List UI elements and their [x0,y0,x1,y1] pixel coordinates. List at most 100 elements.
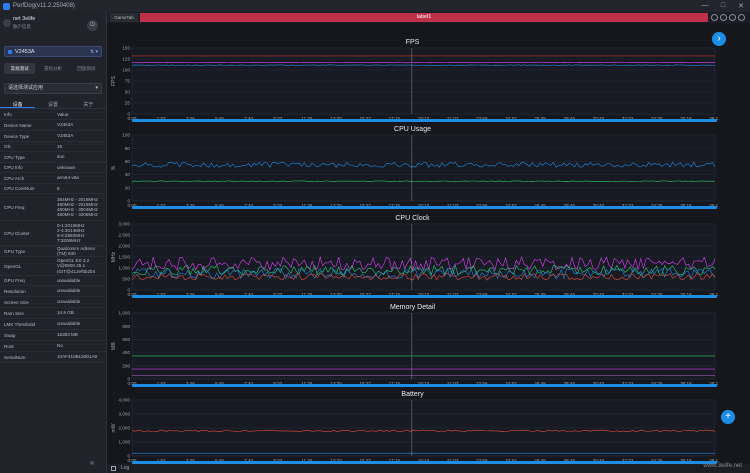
watermark: www.3elife.net [703,463,742,469]
tab-normal-test[interactable]: 常规测试 [4,63,36,74]
minimize-button[interactable]: — [701,2,709,9]
avatar[interactable] [3,19,11,27]
x-tick-label: 9:33 [273,381,282,386]
x-tick-label: 1:53 [157,381,166,386]
y-axis-label: mW [111,423,117,432]
info-value: 0-1:2016MHz 2-4:3014MHz 5-6:2880MHz 7:32… [57,222,85,244]
add-icon[interactable]: + [721,410,735,424]
tab-replay-test[interactable]: 回放测试 [77,66,96,71]
info-key: Device Name [4,122,32,128]
y-tick-label: 75 [125,79,131,84]
tab-about[interactable]: 关于 [83,102,94,108]
label-bar[interactable]: label1 [140,13,708,22]
chevron-down-icon: ▾ [95,85,98,91]
info-value: 15 [57,143,63,149]
x-tick-label: 0:00 [128,203,137,208]
info-value: 364MHz - 2016MHz 480MHz - 2016MHz 480MHz… [57,196,98,218]
x-tick-label: 26:45 [534,292,546,297]
timeline-scrollbar[interactable] [132,295,717,298]
power-icon[interactable]: ⏻ [87,20,98,31]
x-tick-label: 30:40 [593,203,605,208]
chart-svg[interactable]: 3,000 2,500 2,000 1,500 1,000 500 0 MHz 0:00 1:53… [110,215,718,299]
tab-adventure-analysis[interactable]: 冒险分析 [43,66,62,71]
x-tick-label: 1:53 [157,458,166,463]
log-bar[interactable]: Log [107,464,750,473]
chart-svg[interactable]: 150 125 100 75 50 25 0 FPS 0:00 1:53 3:46 5:45 7:40 9… [110,39,718,123]
log-checkbox[interactable] [111,466,116,471]
x-tick-label: 19:10 [418,381,430,386]
x-tick-label: 24:52 [505,203,517,208]
window-title: PerfDog(v11.2.250408) [13,3,75,9]
x-tick-label: 9:33 [273,203,282,208]
x-tick-label: 17:15 [389,203,401,208]
collapse-sidebar-icon[interactable]: « [90,458,95,467]
y-tick-label: 0 [127,112,130,117]
timeline-scrollbar[interactable] [132,461,717,464]
info-row: Device Type V2453A [0,131,106,142]
y-tick-label: 1,000 [119,440,131,445]
tab-game[interactable]: GameTab [110,13,138,22]
x-tick-label: 7:40 [244,381,253,386]
device-select[interactable]: V2453A ⇅ ▾ [4,46,102,57]
mode-tabs: 常规测试 冒险分析 回放测试 [4,63,102,74]
timeline-scrollbar[interactable] [132,206,717,209]
info-value: 14.9 GB [57,310,74,316]
chart-svg[interactable]: 1,000 800 600 400 200 0 MB 0:00 1:53 3:46 5:45 7:40… [110,304,718,388]
x-tick-label: 3:46 [186,116,195,121]
x-tick-label: 0:00 [128,458,137,463]
y-tick-label: 0 [127,199,130,204]
download-icon[interactable] [729,14,736,21]
cloud-icon[interactable] [738,14,745,21]
chart-svg[interactable]: 100 80 60 40 20 0% 0:00 1:53 3:46 5:45 7:40 9:33 11:… [110,126,718,210]
x-tick-label: 34:26 [651,203,663,208]
chart-title: Memory Detail [389,304,436,311]
x-tick-label: 34:26 [651,381,663,386]
y-tick-label: 40 [125,172,131,177]
x-tick-label: 26:45 [534,381,546,386]
x-tick-label: 32:33 [622,381,634,386]
y-tick-label: 80 [125,146,131,151]
x-tick-label: 32:33 [622,203,634,208]
info-row: CPU Cluster 0-1:2016MHz 2-4:3014MHz 5-6:2… [0,221,106,246]
x-tick-label: 38:16 [709,203,718,208]
chart-svg[interactable]: 4,000 3,000 2,000 1,000 0 mW 0:00 1:53 3:46 5:45 7… [110,391,718,465]
tab-settings[interactable]: 设置 [47,102,58,108]
close-button[interactable]: ✕ [738,3,744,10]
x-tick-label: 30:40 [593,381,605,386]
tab-device[interactable]: 设备 [0,101,36,108]
info-key: Screen Size [4,299,29,305]
settings-icon[interactable] [720,14,727,21]
maximize-button[interactable]: □ [720,2,726,9]
x-tick-label: 26:45 [534,116,546,121]
x-tick-label: 24:52 [505,458,517,463]
timeline-scrollbar[interactable] [132,384,717,387]
expand-icon[interactable]: › [712,32,726,46]
y-tick-label: 50 [125,90,131,95]
info-value: Qualcomm Adreno (TM) 830 [57,245,96,256]
x-tick-label: 3:46 [186,381,195,386]
x-tick-label: 9:33 [273,116,282,121]
x-tick-label: 0:00 [128,381,137,386]
chart-panel-0: FPS 150 125 100 75 50 25 0 FPS 0:00 1:53 3:46 5:45 7:… [110,39,718,123]
location-icon[interactable] [711,14,718,21]
x-tick-label: 36:18 [680,203,692,208]
x-tick-label: 5:45 [215,203,224,208]
x-tick-label: 13:20 [330,116,342,121]
x-tick-label: 22:56 [476,203,488,208]
account-info-link[interactable]: 账户信息 [13,24,31,29]
app-select[interactable]: 请选择测试应用 ▾ [4,83,102,94]
sidebar: net 3elife 账户信息 ⏻ V2453A ⇅ ▾ 常规测试 冒险分析 回… [0,12,107,473]
x-tick-label: 0:00 [128,116,137,121]
info-row: OpenGL OpenGL ES 3.2 V@0800.25.1 (GIT@412… [0,257,106,276]
info-key: Root [4,343,14,349]
info-key: OpenGL [4,263,22,269]
info-key: GPU Freq [4,278,25,283]
y-tick-label: 20 [125,185,131,190]
x-tick-label: 15:27 [359,203,371,208]
timeline-scrollbar[interactable] [132,119,717,122]
x-tick-label: 38:16 [709,116,718,121]
x-tick-label: 13:20 [330,458,342,463]
x-tick-label: 30:40 [593,292,605,297]
series-line [131,64,716,66]
y-tick-label: 1,500 [119,255,131,260]
